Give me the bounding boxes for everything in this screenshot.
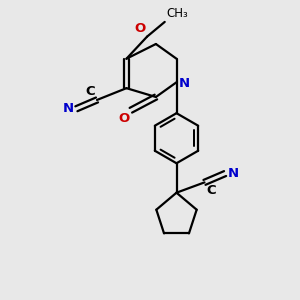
Text: CH₃: CH₃ [166, 8, 188, 20]
Text: N: N [62, 102, 74, 115]
Text: N: N [179, 77, 190, 90]
Text: O: O [118, 112, 129, 125]
Text: C: C [85, 85, 94, 98]
Text: C: C [206, 184, 216, 197]
Text: O: O [134, 22, 146, 35]
Text: N: N [227, 167, 239, 180]
